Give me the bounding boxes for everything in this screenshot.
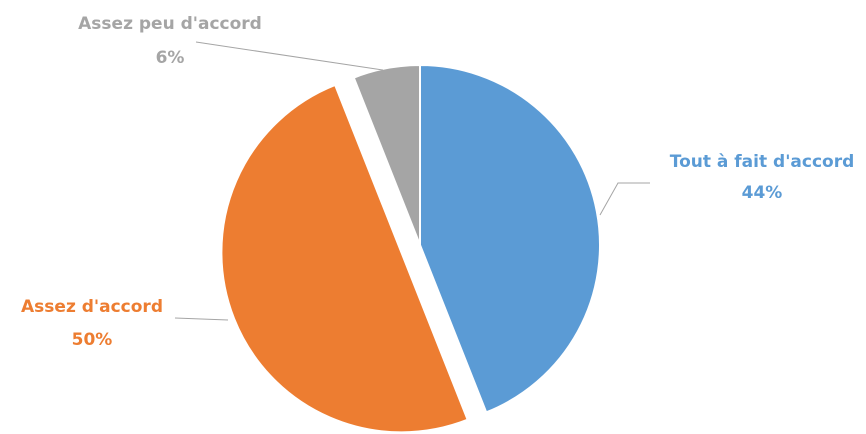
slice-label: Assez d'accord [21,297,163,317]
slice-value-label: 44% [742,183,783,203]
pie-slice [352,63,421,246]
slice-label: Assez peu d'accord [78,14,262,34]
leader-line [174,317,229,321]
pie-slice [419,63,601,414]
slice-label: Tout à fait d'accord [670,152,855,172]
slice-value-label: 6% [156,48,185,68]
leader-line [195,41,384,71]
slice-value-label: 50% [72,330,113,350]
pie-slice [220,83,469,434]
leader-line [599,182,650,216]
